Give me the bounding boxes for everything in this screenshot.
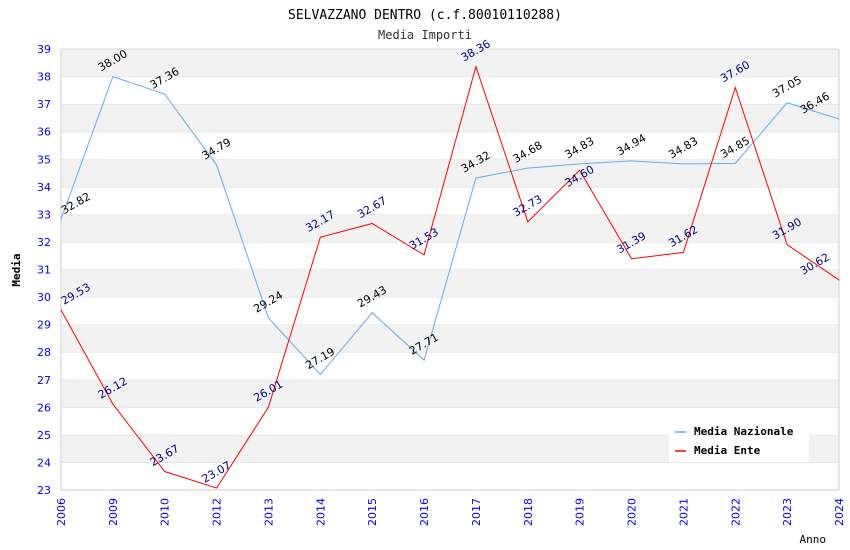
- data-point: [838, 279, 840, 281]
- y-tick-label: 29: [37, 319, 51, 332]
- x-tick-label: 2010: [159, 498, 172, 526]
- data-point: [319, 374, 321, 376]
- grid-band: [61, 241, 839, 270]
- data-point: [838, 118, 840, 120]
- data-point: [216, 164, 218, 166]
- data-point: [319, 236, 321, 238]
- grid-band: [61, 131, 839, 160]
- y-tick-label: 32: [37, 236, 51, 249]
- x-tick-label: 2006: [55, 498, 68, 526]
- grid-band: [61, 214, 839, 242]
- y-tick-label: 36: [37, 126, 51, 139]
- y-tick-label: 23: [37, 484, 51, 497]
- legend-label-nazionale: Media Nazionale: [694, 425, 794, 438]
- x-axis-label: Anno: [800, 533, 827, 546]
- data-point: [682, 251, 684, 253]
- data-point: [267, 317, 269, 319]
- y-tick-label: 38: [37, 71, 51, 84]
- grid-band: [61, 104, 839, 132]
- data-point: [579, 169, 581, 171]
- y-axis-label: Media: [10, 253, 23, 286]
- data-point: [579, 163, 581, 165]
- data-point: [60, 309, 62, 311]
- x-tick-label: 2013: [262, 498, 275, 526]
- x-tick-label: 2024: [833, 498, 846, 526]
- data-point: [164, 93, 166, 95]
- grid-band: [61, 379, 839, 408]
- data-point: [734, 87, 736, 89]
- y-tick-label: 35: [37, 153, 51, 166]
- grid-band: [61, 352, 839, 380]
- x-tick-label: 2023: [781, 498, 794, 526]
- y-tick-label: 34: [37, 181, 51, 194]
- grid-band: [61, 186, 839, 215]
- y-tick-label: 37: [37, 98, 51, 111]
- grid-band: [61, 297, 839, 325]
- x-tick-label: 2009: [107, 498, 120, 526]
- legend-label-ente: Media Ente: [694, 444, 761, 457]
- data-point: [216, 487, 218, 489]
- data-point: [527, 221, 529, 223]
- data-point: [631, 258, 633, 260]
- x-tick-label: 2017: [470, 498, 483, 526]
- data-point: [527, 167, 529, 169]
- y-tick-label: 26: [37, 401, 51, 414]
- grid-band: [61, 462, 839, 490]
- x-tick-label: 2020: [626, 498, 639, 526]
- grid-band: [61, 49, 839, 77]
- data-point: [112, 76, 114, 78]
- data-point: [371, 312, 373, 314]
- x-tick-label: 2022: [729, 498, 742, 526]
- y-tick-label: 39: [37, 43, 51, 56]
- series-line-ente: [60, 64, 840, 489]
- data-point: [631, 160, 633, 162]
- y-tick-label: 24: [37, 456, 51, 469]
- data-point: [475, 66, 477, 68]
- y-tick-label: 27: [37, 374, 51, 387]
- data-point: [164, 471, 166, 473]
- data-point: [734, 162, 736, 164]
- series-line-nazionale: [60, 75, 840, 376]
- grid-band: [61, 324, 839, 353]
- x-tick-label: 2018: [522, 498, 535, 526]
- data-point: [423, 359, 425, 361]
- y-tick-label: 28: [37, 346, 51, 359]
- data-point: [682, 163, 684, 165]
- legend: Media Nazionale Media Ente: [669, 420, 809, 462]
- y-tick-label: 33: [37, 208, 51, 221]
- chart-subtitle: Media Importi: [378, 28, 472, 42]
- x-tick-label: 2016: [418, 498, 431, 526]
- x-tick-label: 2021: [677, 498, 690, 526]
- data-point: [60, 218, 62, 220]
- data-point: [371, 222, 373, 224]
- data-point: [786, 102, 788, 104]
- data-point: [475, 177, 477, 179]
- x-tick-label: 2012: [211, 498, 224, 526]
- data-point: [423, 254, 425, 256]
- x-tick-label: 2015: [366, 498, 379, 526]
- grid-band: [61, 269, 839, 298]
- y-tick-label: 25: [37, 429, 51, 442]
- data-point: [112, 403, 114, 405]
- grid-band: [61, 76, 839, 105]
- y-tick-label: 31: [37, 264, 51, 277]
- x-tick-label: 2019: [574, 498, 587, 526]
- data-point: [786, 244, 788, 246]
- y-tick-label: 30: [37, 291, 51, 304]
- data-point: [267, 406, 269, 408]
- x-tick-label: 2014: [314, 498, 327, 526]
- chart-title: SELVAZZANO DENTRO (c.f.80010110288): [288, 8, 562, 23]
